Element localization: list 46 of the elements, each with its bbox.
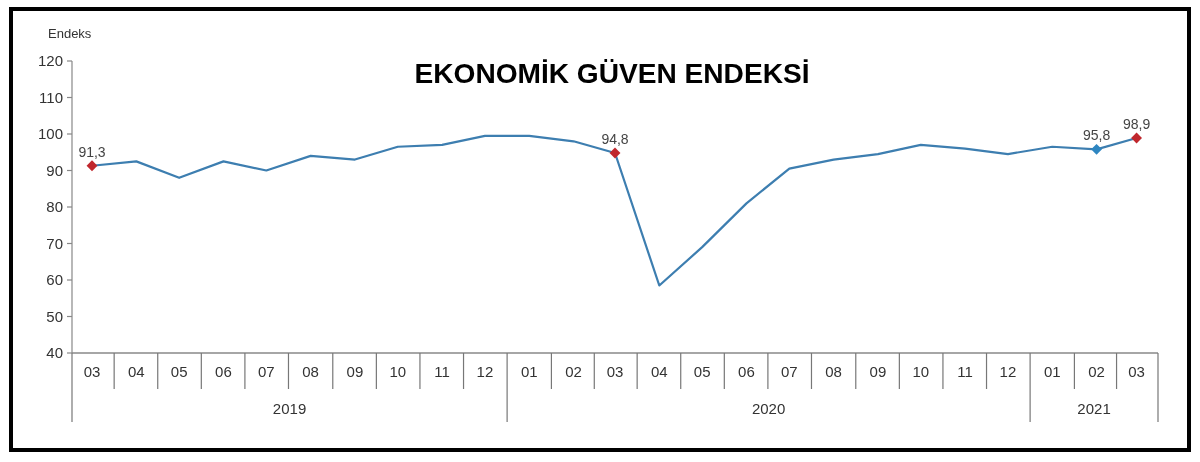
- y-tick-label: 80: [46, 198, 63, 216]
- y-tick-label: 100: [37, 125, 63, 143]
- x-tick-label: 01: [520, 363, 538, 380]
- x-tick-label: 02: [565, 363, 582, 380]
- data-label: 98,9: [1122, 116, 1151, 133]
- point: [609, 147, 621, 159]
- x-tick-label: 11: [957, 363, 973, 380]
- x-tick-label: 02: [1088, 363, 1105, 380]
- x-tick-label: 10: [912, 363, 930, 380]
- x-tick-label: 09: [346, 363, 364, 380]
- chart-title: EKONOMİK GÜVEN ENDEKSİ: [414, 58, 810, 89]
- x-tick-label: 06: [215, 363, 232, 380]
- x-tick-label: 06: [738, 363, 755, 380]
- x-tick-label: 03: [606, 363, 624, 380]
- x-tick-label: 03: [83, 363, 101, 380]
- text: 2021: [1077, 400, 1111, 417]
- y-tick-label: 60: [46, 271, 63, 289]
- y-axis-title: Endeks: [48, 26, 92, 41]
- y-tick-label: 40: [46, 344, 63, 362]
- point: [1091, 143, 1102, 155]
- x-tick-label: 10: [389, 363, 407, 380]
- data-label: 94,8: [601, 130, 629, 147]
- data-label: 95,8: [1082, 127, 1111, 144]
- x-tick-label: 05: [693, 363, 711, 380]
- y-tick-label: 110: [39, 88, 63, 106]
- x-tick-label: 04: [127, 363, 145, 380]
- y-tick-label: 120: [37, 52, 63, 70]
- text: 2019: [272, 400, 307, 417]
- x-tick-label: 07: [780, 363, 798, 380]
- x-tick-label: 12: [476, 363, 494, 380]
- text: 2020: [751, 400, 786, 417]
- y-tick-label: 50: [46, 307, 63, 325]
- x-tick-label: 12: [999, 363, 1017, 380]
- x-tick-label: 04: [650, 363, 668, 380]
- x-tick-label: 05: [170, 363, 188, 380]
- x-tick-label: 01: [1043, 363, 1061, 380]
- x-tick-label: 08: [825, 363, 842, 380]
- point: [86, 160, 98, 172]
- x-tick-label: 07: [257, 363, 275, 380]
- x-tick-label: 08: [302, 363, 319, 380]
- y-tick-label: 90: [46, 161, 63, 179]
- data-label: 91,3: [78, 143, 106, 160]
- x-tick-label: 09: [869, 363, 887, 380]
- y-tick-label: 70: [46, 234, 63, 252]
- x-tick-label: 11: [434, 363, 450, 380]
- x-tick-label: 03: [1128, 363, 1145, 380]
